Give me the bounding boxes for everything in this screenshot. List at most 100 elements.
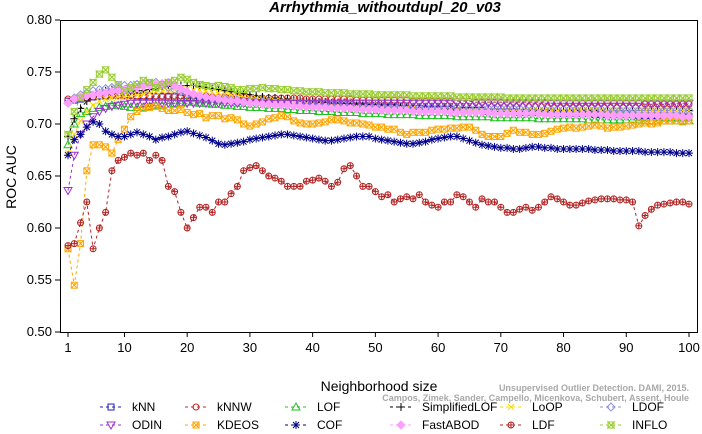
data-point-fastabod [389,105,399,116]
data-point-odin [671,99,682,109]
data-point-fastabod [282,100,293,110]
data-point-cof [647,148,656,157]
data-point-fastabod [276,100,286,110]
data-point-loop [227,91,235,99]
data-point-fastabod [207,93,217,103]
data-point-fastabod [201,92,211,102]
data-point-kdeos [296,119,304,127]
data-point-odin [395,99,406,109]
data-point-ldf [641,212,649,220]
data-point-lof [345,107,356,117]
data-point-cof [101,127,110,136]
data-point-cof [214,139,223,148]
data-point-ldf [616,196,624,204]
series-line-odin [67,102,689,191]
data-point-ldf [246,164,254,172]
data-point-ldf [622,196,630,204]
data-point-ldf [290,182,298,190]
data-point-cof [126,130,135,139]
data-point-kdeos [196,110,204,118]
data-point-fastabod [364,104,374,115]
data-point-inflo [195,80,204,89]
data-point-odin [439,99,450,109]
data-point-fastabod [621,110,631,121]
data-point-fastabod [245,98,255,108]
data-point-cof [578,144,587,153]
legend-label-kdeos: KDEOS [217,418,259,432]
data-point-cof [176,128,185,137]
data-point-fastabod [464,107,475,118]
data-point-ldf [572,201,580,209]
data-point-fastabod [402,105,412,116]
x-tick-label: 40 [305,340,319,355]
data-point-cof [252,134,261,143]
series-inflo [63,65,694,139]
data-point-odin [546,99,556,109]
data-point-kdeos [246,122,254,130]
data-point-loop [221,90,229,98]
legend-marker-knn [107,403,115,411]
data-point-lof [401,109,412,119]
data-point-lof [627,114,638,124]
legend-item-odin: ODIN [100,418,162,432]
legend-label-inflo: INFLO [632,418,667,432]
data-point-lof [63,139,73,149]
data-point-fastabod [433,106,443,117]
data-point-kdeos [447,124,455,132]
series-kdeos [64,102,693,289]
data-point-cof [572,144,581,153]
x-tick-label: 60 [431,340,445,355]
data-point-ldf [371,188,379,196]
data-point-odin [94,108,105,117]
legend-item-cof: COF [285,418,342,432]
legend-marker-ldf [507,421,515,429]
data-point-cof [565,144,574,153]
data-point-odin [345,99,356,109]
legend-marker-loop [507,403,515,411]
data-point-odin [433,99,443,109]
data-point-ldf [453,191,461,199]
data-point-lof [364,108,374,118]
data-point-kdeos [202,114,210,122]
data-point-cof [603,146,612,154]
data-point-cof [76,130,85,139]
data-point-ldf [133,151,141,159]
data-point-cof [327,136,336,145]
data-point-fastabod [552,109,562,120]
data-point-odin [144,99,155,109]
data-point-fastabod [232,96,243,106]
data-point-kdeos [258,118,266,126]
data-point-fastabod [358,104,368,115]
data-point-cof [553,144,562,153]
data-point-fastabod [483,107,493,118]
data-point-inflo [63,130,73,139]
data-point-ldf [102,208,110,216]
legend-marker-inflo [606,420,616,430]
data-point-ldf [610,195,618,203]
data-point-cof [528,142,537,151]
data-point-inflo [107,72,117,82]
data-point-cof [628,147,637,156]
data-point-fastabod [176,83,186,94]
data-point-inflo [289,86,299,95]
legend-label-knnw: kNNW [217,400,252,414]
data-point-fastabod [452,107,462,118]
data-point-fastabod [634,110,644,121]
data-point-ldf [221,198,229,206]
data-point-inflo [258,83,267,92]
data-point-fastabod [383,105,393,116]
data-point-kdeos [359,120,367,128]
data-point-cof [358,132,367,141]
data-point-odin [502,99,512,109]
data-point-cof [622,147,631,156]
data-point-kdeos [603,124,611,132]
data-point-ldf [265,172,273,180]
data-point-ldf [585,197,593,205]
data-point-odin [590,99,600,109]
data-point-odin [357,99,368,109]
data-point-kdeos [133,108,141,116]
data-point-lof [245,102,255,111]
data-point-ldf [327,182,335,190]
data-point-ldf [478,195,486,203]
data-point-cof [478,140,486,149]
